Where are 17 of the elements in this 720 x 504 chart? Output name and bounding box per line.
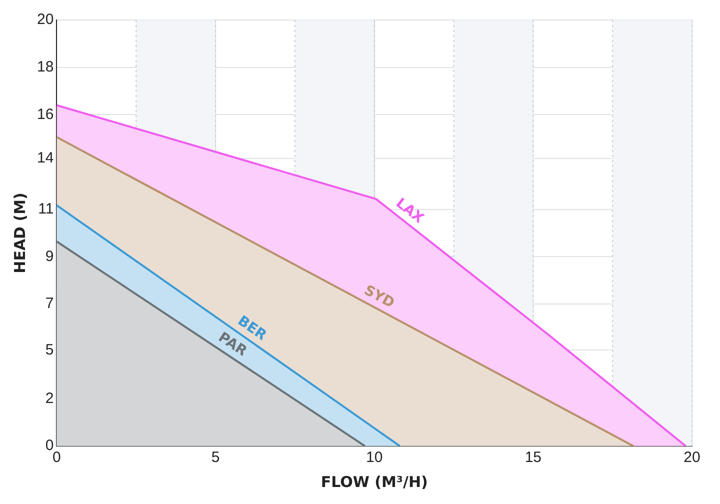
x-tick-label: 5 <box>211 449 220 466</box>
y-tick-label: 9 <box>45 248 54 265</box>
y-tick-label: 0 <box>45 437 54 454</box>
x-axis-title: FLOW (M³/H) <box>320 472 428 491</box>
y-axis-title: HEAD (M) <box>10 192 29 274</box>
y-tick-label: 20 <box>36 11 54 28</box>
x-tick-label: 20 <box>684 449 700 466</box>
y-tick-label: 2 <box>45 390 54 407</box>
y-tick-label: 18 <box>36 58 54 76</box>
text: SYD <box>361 282 397 312</box>
y-tick-label: 5 <box>45 341 54 358</box>
y-tick-label: 14 <box>36 150 54 167</box>
y-tick-label: 7 <box>45 295 54 312</box>
x-tick-label: 10 <box>366 449 383 466</box>
x-tick-label: 15 <box>524 449 542 466</box>
y-tick-label: 16 <box>36 106 54 123</box>
y-tick-label: 11 <box>38 200 54 218</box>
